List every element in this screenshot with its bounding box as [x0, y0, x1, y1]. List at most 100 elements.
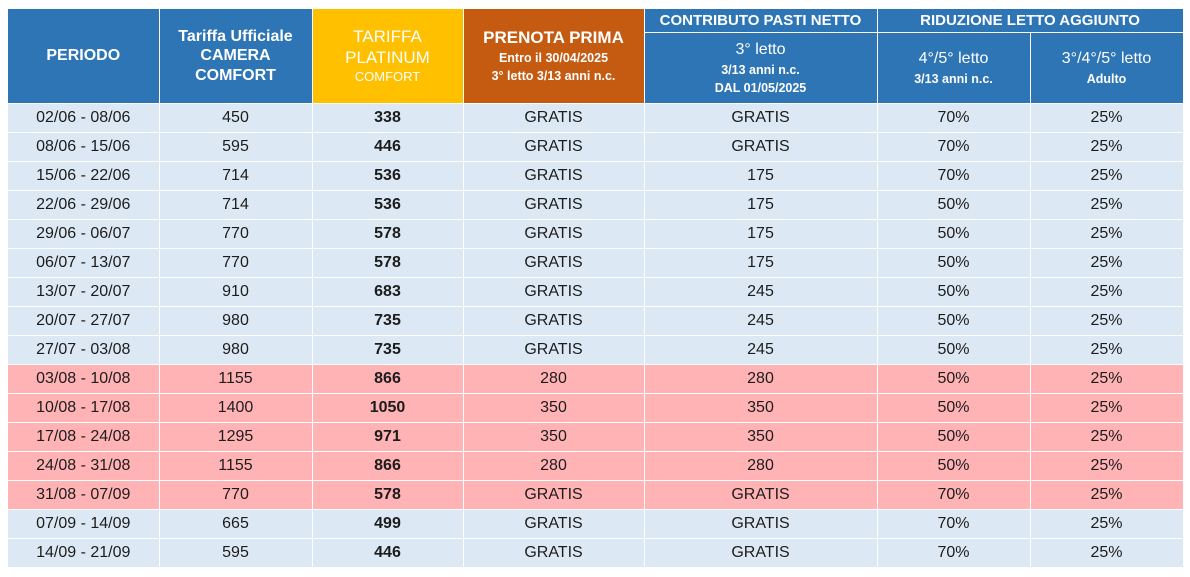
cell-periodo: 14/09 - 21/09 — [8, 538, 160, 568]
cell-riduzione-adulto: 25% — [1030, 364, 1184, 394]
cell-tariffa-ufficiale: 1400 — [159, 393, 313, 423]
cell-riduzione-adulto: 25% — [1030, 480, 1184, 510]
cell-contributo-pasti: 175 — [644, 248, 878, 278]
cell-prenota-prima: GRATIS — [463, 161, 645, 191]
cell-tariffa-ufficiale: 1155 — [159, 364, 313, 394]
cell-tariffa-platinum: 971 — [312, 422, 464, 452]
table-row: 06/07 - 13/07 770 578 GRATIS 175 50% 25% — [8, 248, 1184, 278]
cell-tariffa-ufficiale: 450 — [159, 103, 313, 133]
cell-prenota-prima: GRATIS — [463, 248, 645, 278]
cell-periodo: 17/08 - 24/08 — [8, 422, 160, 452]
cell-prenota-prima: 350 — [463, 393, 645, 423]
table-row: 17/08 - 24/08 1295 971 350 350 50% 25% — [8, 422, 1184, 452]
table-row: 31/08 - 07/09 770 578 GRATIS GRATIS 70% 25% — [8, 480, 1184, 510]
cell-riduzione-4-5-letto: 50% — [877, 248, 1031, 278]
header-prenota-prima: PRENOTA PRIMA Entro il 30/04/2025 3° let… — [463, 9, 645, 104]
cell-contributo-pasti: GRATIS — [644, 509, 878, 539]
cell-prenota-prima: GRATIS — [463, 480, 645, 510]
cell-tariffa-ufficiale: 665 — [159, 509, 313, 539]
cell-riduzione-adulto: 25% — [1030, 335, 1184, 365]
cell-prenota-prima: GRATIS — [463, 190, 645, 220]
cell-tariffa-ufficiale: 980 — [159, 335, 313, 365]
cell-tariffa-platinum: 446 — [312, 538, 464, 568]
cell-contributo-pasti: 280 — [644, 451, 878, 481]
cell-riduzione-adulto: 25% — [1030, 248, 1184, 278]
table-row: 27/07 - 03/08 980 735 GRATIS 245 50% 25% — [8, 335, 1184, 365]
cell-tariffa-ufficiale: 980 — [159, 306, 313, 336]
cell-contributo-pasti: GRATIS — [644, 480, 878, 510]
cell-riduzione-4-5-letto: 70% — [877, 538, 1031, 568]
table-row: 29/06 - 06/07 770 578 GRATIS 175 50% 25% — [8, 219, 1184, 249]
header-periodo: PERIODO — [8, 9, 160, 104]
cell-periodo: 15/06 - 22/06 — [8, 161, 160, 191]
cell-contributo-pasti: 350 — [644, 422, 878, 452]
cell-riduzione-4-5-letto: 50% — [877, 219, 1031, 249]
cell-prenota-prima: GRATIS — [463, 306, 645, 336]
cell-riduzione-adulto: 25% — [1030, 306, 1184, 336]
cell-tariffa-platinum: 866 — [312, 451, 464, 481]
cell-tariffa-ufficiale: 595 — [159, 132, 313, 162]
cell-periodo: 31/08 - 07/09 — [8, 480, 160, 510]
cell-riduzione-4-5-letto: 70% — [877, 132, 1031, 162]
cell-riduzione-adulto: 25% — [1030, 509, 1184, 539]
cell-tariffa-platinum: 735 — [312, 306, 464, 336]
cell-tariffa-ufficiale: 714 — [159, 190, 313, 220]
cell-periodo: 06/07 - 13/07 — [8, 248, 160, 278]
cell-contributo-pasti: 245 — [644, 306, 878, 336]
header-tariffa-platinum: TARIFFA PLATINUM COMFORT — [312, 9, 464, 104]
table-row: 24/08 - 31/08 1155 866 280 280 50% 25% — [8, 451, 1184, 481]
cell-periodo: 10/08 - 17/08 — [8, 393, 160, 423]
cell-riduzione-adulto: 25% — [1030, 277, 1184, 307]
cell-periodo: 13/07 - 20/07 — [8, 277, 160, 307]
cell-contributo-pasti: 175 — [644, 219, 878, 249]
cell-prenota-prima: GRATIS — [463, 335, 645, 365]
cell-contributo-pasti: GRATIS — [644, 132, 878, 162]
cell-tariffa-ufficiale: 714 — [159, 161, 313, 191]
cell-prenota-prima: GRATIS — [463, 103, 645, 133]
cell-tariffa-platinum: 536 — [312, 190, 464, 220]
cell-contributo-pasti: GRATIS — [644, 103, 878, 133]
header-riduzione-letto: RIDUZIONE LETTO AGGIUNTO — [877, 9, 1184, 33]
cell-contributo-pasti: 175 — [644, 190, 878, 220]
cell-contributo-pasti: 175 — [644, 161, 878, 191]
cell-tariffa-ufficiale: 910 — [159, 277, 313, 307]
cell-riduzione-adulto: 25% — [1030, 451, 1184, 481]
table-row: 22/06 - 29/06 714 536 GRATIS 175 50% 25% — [8, 190, 1184, 220]
cell-riduzione-adulto: 25% — [1030, 190, 1184, 220]
table-row: 14/09 - 21/09 595 446 GRATIS GRATIS 70% 25% — [8, 538, 1184, 568]
cell-contributo-pasti: 245 — [644, 335, 878, 365]
cell-riduzione-adulto: 25% — [1030, 422, 1184, 452]
cell-tariffa-ufficiale: 770 — [159, 480, 313, 510]
cell-riduzione-4-5-letto: 50% — [877, 364, 1031, 394]
cell-tariffa-platinum: 446 — [312, 132, 464, 162]
cell-tariffa-platinum: 338 — [312, 103, 464, 133]
cell-tariffa-ufficiale: 1155 — [159, 451, 313, 481]
cell-riduzione-4-5-letto: 70% — [877, 161, 1031, 191]
cell-riduzione-4-5-letto: 70% — [877, 103, 1031, 133]
header-riduzione-4-5-letto: 4°/5° letto 3/13 anni n.c. — [877, 32, 1031, 104]
cell-tariffa-ufficiale: 595 — [159, 538, 313, 568]
table-row: 13/07 - 20/07 910 683 GRATIS 245 50% 25% — [8, 277, 1184, 307]
rate-rows: 02/06 - 08/06 450 338 GRATIS GRATIS 70% 25% 08/… — [8, 103, 1184, 568]
cell-prenota-prima: GRATIS — [463, 132, 645, 162]
table-row: 03/08 - 10/08 1155 866 280 280 50% 25% — [8, 364, 1184, 394]
header-riduzione-adulto: 3°/4°/5° letto Adulto — [1030, 32, 1184, 104]
cell-riduzione-4-5-letto: 50% — [877, 422, 1031, 452]
cell-prenota-prima: GRATIS — [463, 509, 645, 539]
table-row: 02/06 - 08/06 450 338 GRATIS GRATIS 70% 25% — [8, 103, 1184, 133]
table-row: 10/08 - 17/08 1400 1050 350 350 50% 25% — [8, 393, 1184, 423]
cell-riduzione-adulto: 25% — [1030, 103, 1184, 133]
cell-contributo-pasti: 350 — [644, 393, 878, 423]
cell-riduzione-4-5-letto: 50% — [877, 393, 1031, 423]
cell-periodo: 24/08 - 31/08 — [8, 451, 160, 481]
cell-prenota-prima: 350 — [463, 422, 645, 452]
cell-tariffa-platinum: 578 — [312, 219, 464, 249]
cell-prenota-prima: 280 — [463, 451, 645, 481]
cell-periodo: 07/09 - 14/09 — [8, 509, 160, 539]
cell-periodo: 02/06 - 08/06 — [8, 103, 160, 133]
cell-periodo: 29/06 - 06/07 — [8, 219, 160, 249]
cell-tariffa-platinum: 499 — [312, 509, 464, 539]
cell-riduzione-4-5-letto: 50% — [877, 451, 1031, 481]
cell-riduzione-4-5-letto: 70% — [877, 480, 1031, 510]
rate-table: PERIODO Tariffa Ufficiale CAMERA COMFORT… — [8, 9, 1184, 568]
